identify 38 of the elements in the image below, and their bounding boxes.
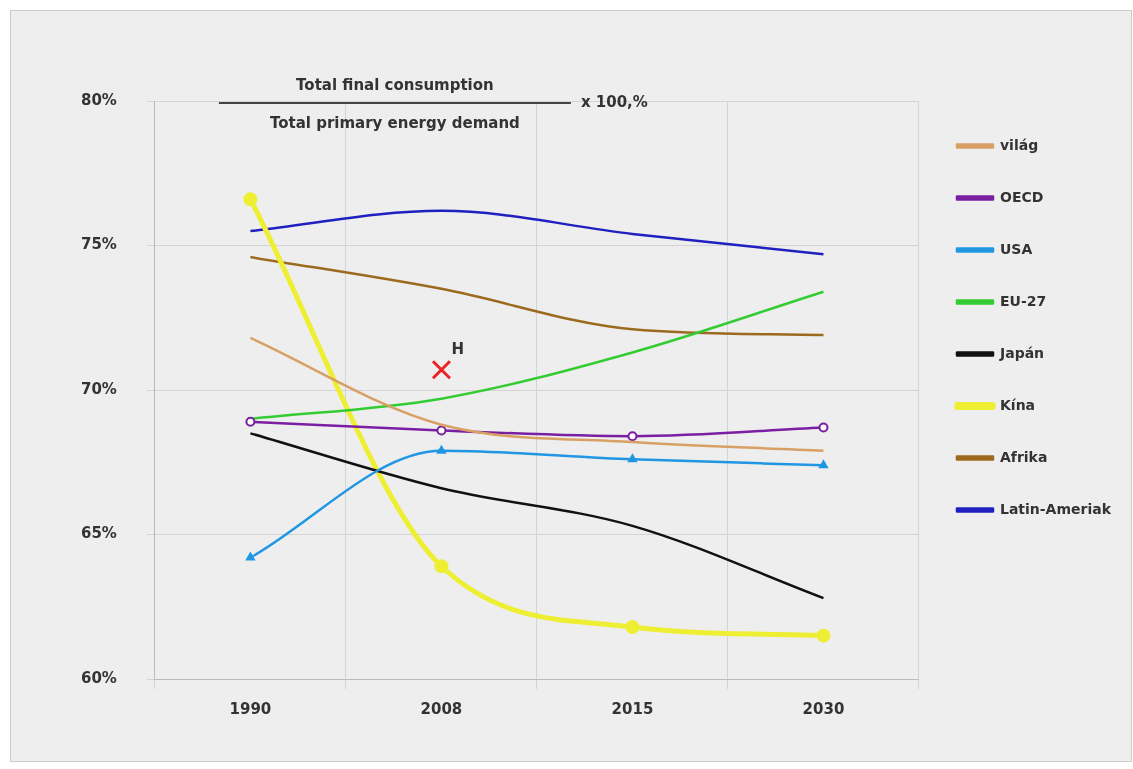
point xyxy=(243,192,258,207)
x-tick-label: 2030 xyxy=(802,699,845,718)
y-tick-label: 65% xyxy=(81,524,117,543)
line-series xyxy=(249,209,825,256)
legend-label: OECD xyxy=(999,188,1044,205)
x-tick-label: 2008 xyxy=(420,699,463,718)
point xyxy=(625,619,640,634)
annotation: H xyxy=(451,339,464,358)
legend-label: Japán xyxy=(998,344,1045,361)
x-tick-label: 2015 xyxy=(611,699,654,718)
point xyxy=(436,445,446,454)
legend-label: Kína xyxy=(999,396,1036,413)
point xyxy=(819,460,828,469)
chart-title: Total final consumption xyxy=(296,75,494,94)
point xyxy=(627,431,638,442)
x-tick-label: 1990 xyxy=(229,699,272,718)
legend-label: EU-27 xyxy=(999,292,1047,309)
point xyxy=(816,628,831,643)
line-series xyxy=(249,255,825,337)
y-tick-label: 60% xyxy=(81,668,117,687)
line-series xyxy=(249,336,825,452)
point xyxy=(245,552,255,561)
legend-label: Latin-Ameriak xyxy=(999,500,1112,517)
y-tick-label: 70% xyxy=(81,379,117,398)
point xyxy=(436,425,447,436)
y-tick-label: 75% xyxy=(81,235,117,254)
y-tick-label: 80% xyxy=(81,90,117,109)
legend-label: Afrika xyxy=(999,448,1048,465)
text: Total primary energy demand xyxy=(269,113,520,132)
legend-label: USA xyxy=(999,240,1033,257)
point xyxy=(434,559,449,574)
point xyxy=(431,359,452,380)
point xyxy=(627,454,637,463)
line-series xyxy=(249,432,825,600)
annotation: x 100,% xyxy=(580,92,648,111)
point xyxy=(245,416,256,427)
point xyxy=(818,422,829,433)
legend-label: világ xyxy=(999,136,1039,153)
